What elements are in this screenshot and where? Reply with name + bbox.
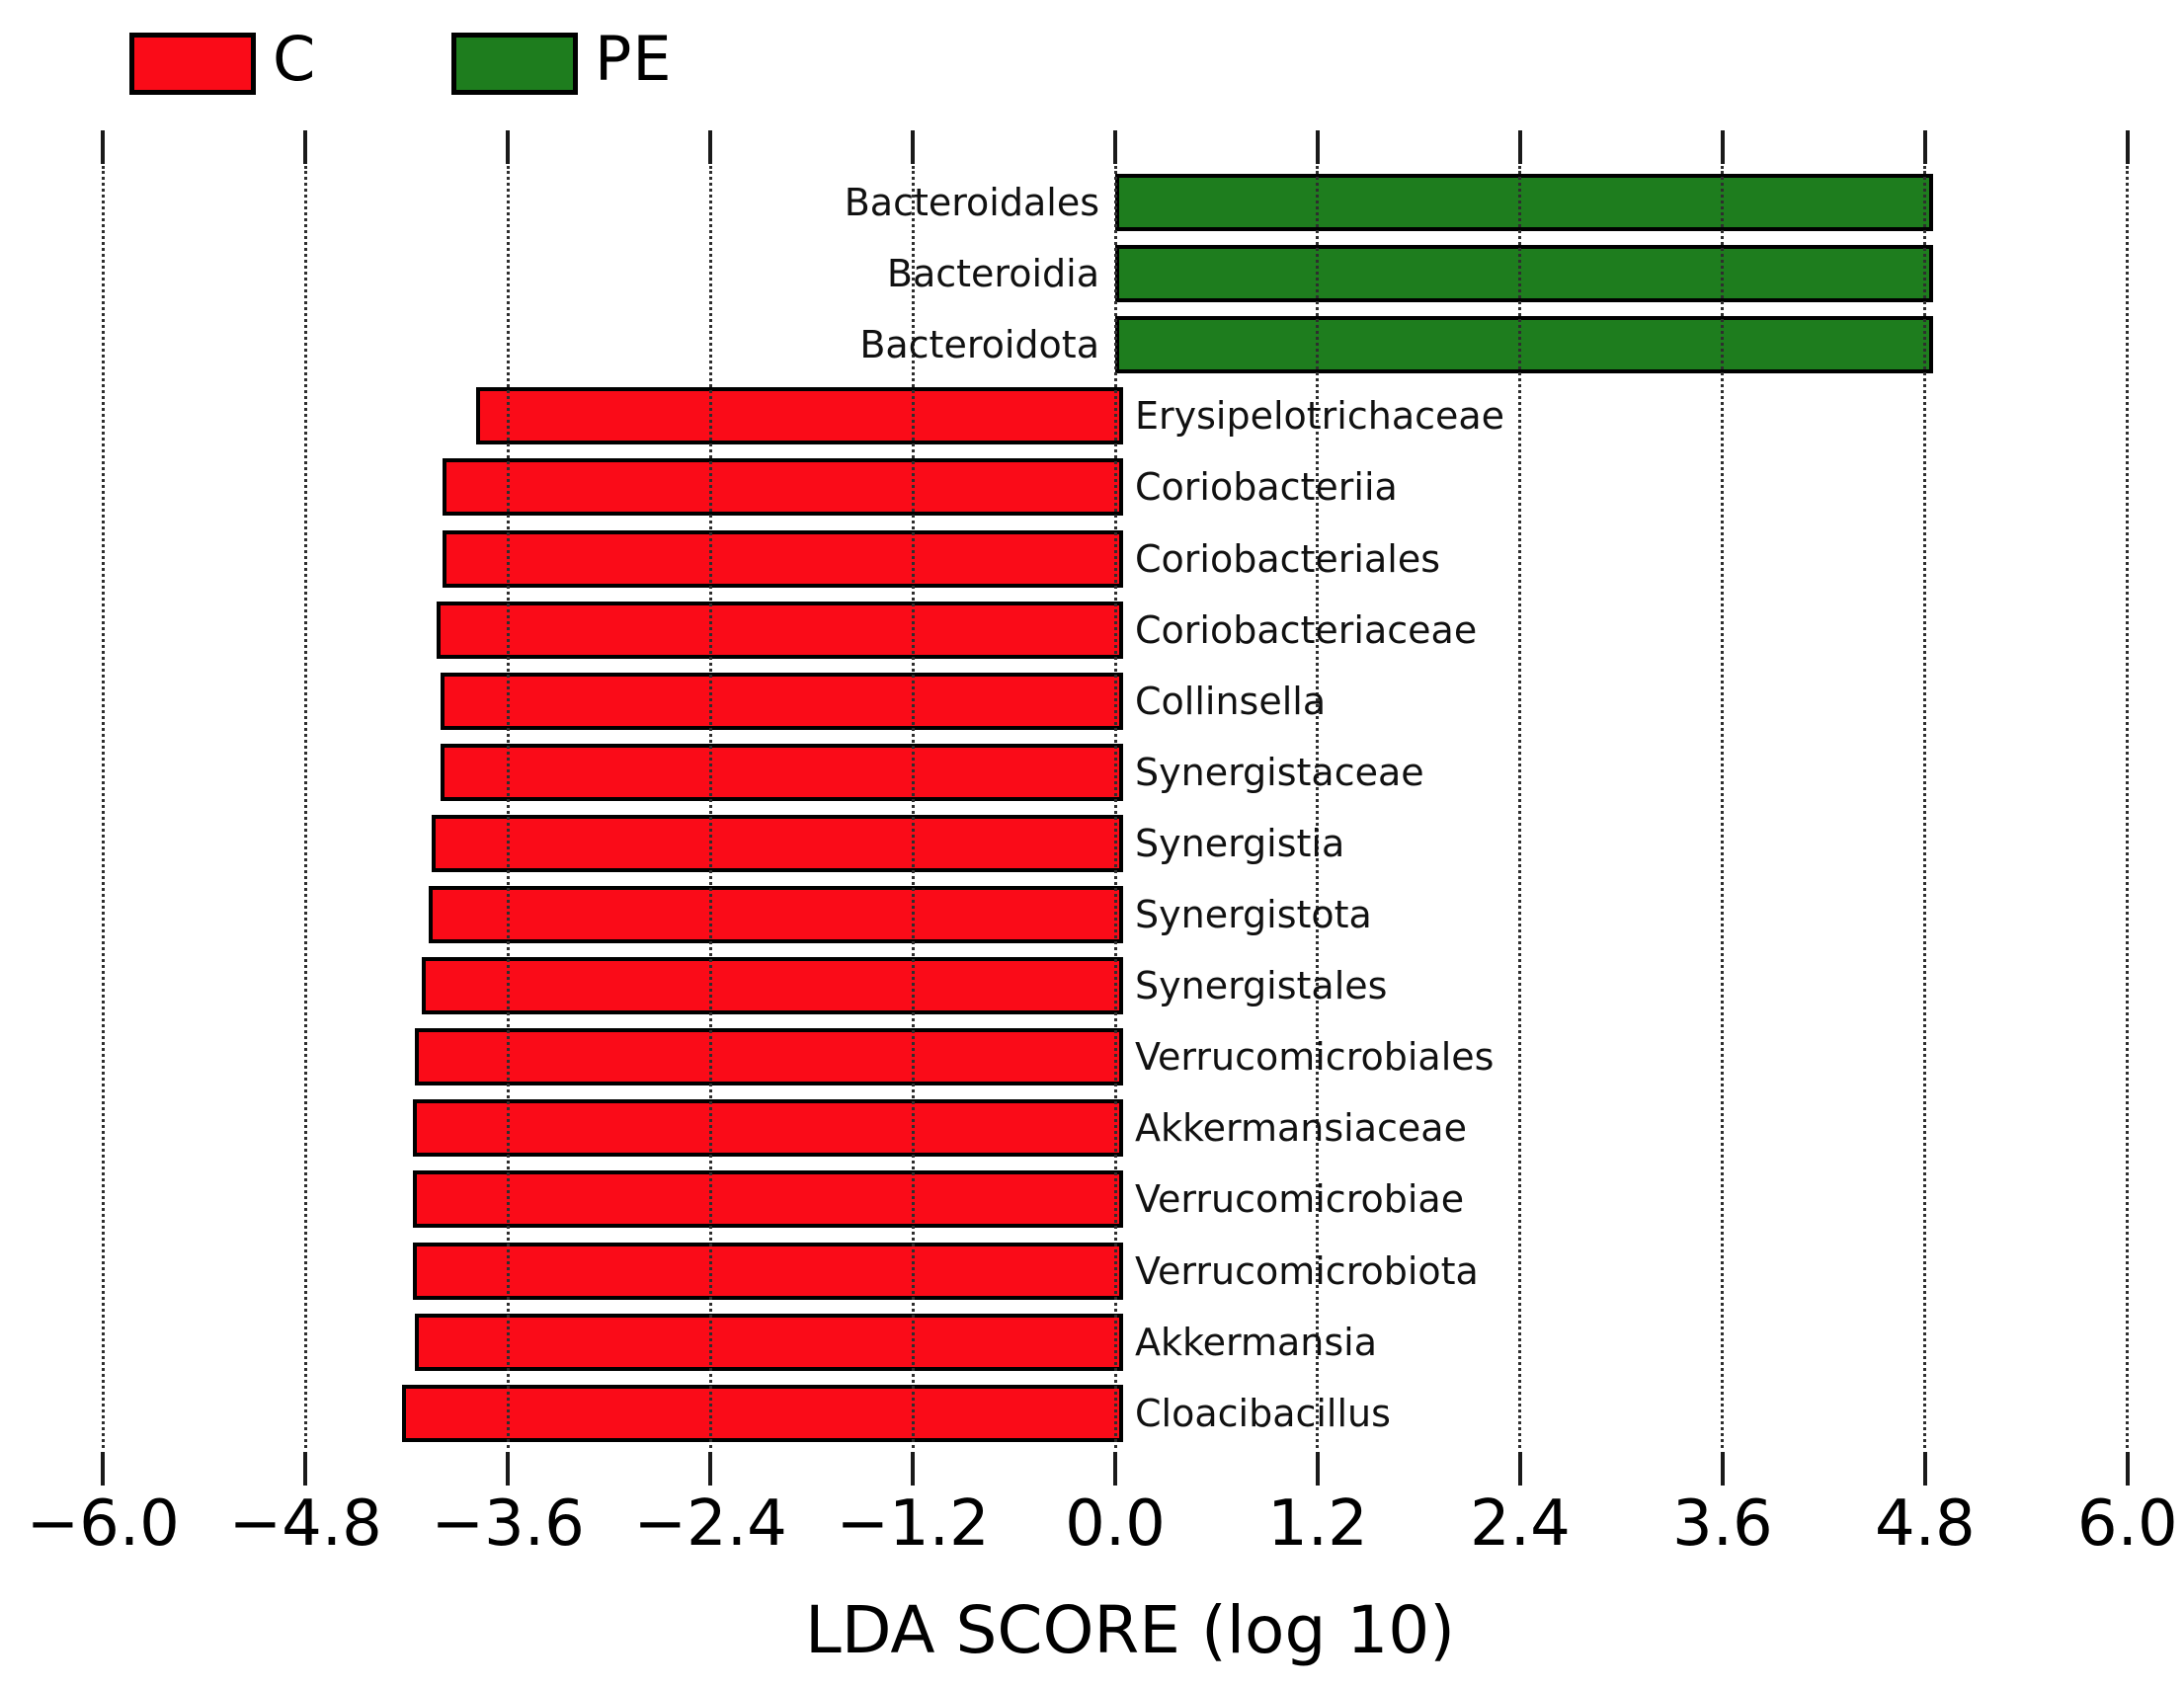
axis-tick-top — [1315, 130, 1320, 164]
bar-c — [440, 672, 1123, 730]
bar-c — [422, 957, 1123, 1015]
axis-tick-bottom — [708, 1452, 713, 1486]
x-tick-label: 2.4 — [1470, 1487, 1571, 1561]
bar-label: Verrucomicrobiae — [1135, 1177, 1465, 1222]
bar-label: Collinsella — [1135, 679, 1327, 723]
x-tick-label: 3.6 — [1671, 1487, 1773, 1561]
axis-tick-bottom — [1922, 1452, 1927, 1486]
axis-tick-bottom — [506, 1452, 511, 1486]
legend-swatch-c — [129, 33, 256, 95]
gridline — [708, 166, 712, 1448]
bar-pe — [1115, 316, 1933, 374]
gridline — [2126, 166, 2130, 1448]
x-tick-label: 6.0 — [2076, 1487, 2178, 1561]
gridline — [1518, 166, 1522, 1448]
gridline — [101, 166, 105, 1448]
axis-tick-bottom — [1113, 1452, 1117, 1486]
bar-label: Verrucomicrobiales — [1135, 1035, 1495, 1080]
gridline — [1721, 166, 1725, 1448]
bar-c — [401, 1384, 1123, 1442]
axis-tick-top — [101, 130, 106, 164]
bar-label: Synergistota — [1135, 893, 1372, 936]
bar-label: Synergistia — [1135, 821, 1345, 865]
bar-label: Synergistales — [1135, 964, 1388, 1008]
axis-tick-top — [506, 130, 511, 164]
legend-label-c: C — [273, 23, 317, 95]
x-tick-label: −4.8 — [228, 1487, 382, 1561]
x-axis-title: LDA SCORE (log 10) — [804, 1592, 1456, 1668]
gridline — [911, 166, 915, 1448]
axis-tick-bottom — [101, 1452, 106, 1486]
gridline — [1113, 166, 1117, 1448]
bar-c — [415, 1028, 1123, 1086]
bar-label: Bacteroidales — [844, 181, 1099, 224]
gridline — [1923, 166, 1927, 1448]
gridline — [1316, 166, 1320, 1448]
bar-c — [432, 814, 1123, 872]
legend-label-pe: PE — [595, 23, 673, 95]
gridline — [303, 166, 307, 1448]
axis-tick-top — [303, 130, 308, 164]
axis-tick-bottom — [1720, 1452, 1725, 1486]
bar-c — [415, 1313, 1123, 1371]
x-tick-label: −3.6 — [431, 1487, 585, 1561]
bar-label: Coriobacteriaceae — [1135, 607, 1478, 652]
bar-c — [475, 387, 1123, 445]
bar-label: Cloacibacillus — [1135, 1391, 1391, 1435]
bar-c — [428, 886, 1123, 943]
axis-tick-bottom — [1315, 1452, 1320, 1486]
axis-tick-top — [911, 130, 916, 164]
bar-c — [442, 458, 1123, 517]
bar-c — [442, 529, 1123, 588]
bar-pe — [1115, 245, 1933, 303]
axis-tick-top — [2125, 130, 2130, 164]
axis-tick-bottom — [303, 1452, 308, 1486]
bar-c — [437, 601, 1123, 659]
bar-label: Bacteroidota — [859, 323, 1099, 367]
x-tick-label: 0.0 — [1065, 1487, 1166, 1561]
x-tick-label: 4.8 — [1874, 1487, 1976, 1561]
bar-c — [413, 1170, 1123, 1229]
bar-c — [440, 743, 1123, 801]
gridline — [506, 166, 510, 1448]
axis-tick-bottom — [911, 1452, 916, 1486]
axis-tick-top — [1113, 130, 1117, 164]
bar-label: Erysipelotrichaceae — [1135, 394, 1505, 439]
axis-tick-top — [708, 130, 713, 164]
x-tick-label: −1.2 — [836, 1487, 990, 1561]
bar-label: Coriobacteriia — [1135, 465, 1398, 510]
x-tick-label: −2.4 — [633, 1487, 787, 1561]
axis-tick-bottom — [1517, 1452, 1522, 1486]
axis-tick-top — [1922, 130, 1927, 164]
bar-pe — [1115, 174, 1933, 231]
x-tick-label: 1.2 — [1267, 1487, 1368, 1561]
x-tick-label: −6.0 — [26, 1487, 180, 1561]
bar-label: Akkermansia — [1135, 1320, 1378, 1364]
bar-c — [413, 1242, 1123, 1300]
legend-swatch-pe — [451, 33, 578, 95]
bar-label: Verrucomicrobiota — [1135, 1248, 1479, 1293]
bar-label: Coriobacteriales — [1135, 536, 1440, 581]
axis-tick-bottom — [2125, 1452, 2130, 1486]
bar-label: Synergistaceae — [1135, 750, 1424, 794]
bar-c — [413, 1099, 1123, 1158]
bar-label: Bacteroidia — [886, 252, 1099, 296]
axis-tick-top — [1720, 130, 1725, 164]
axis-tick-top — [1517, 130, 1522, 164]
bar-label: Akkermansiaceae — [1135, 1106, 1467, 1151]
